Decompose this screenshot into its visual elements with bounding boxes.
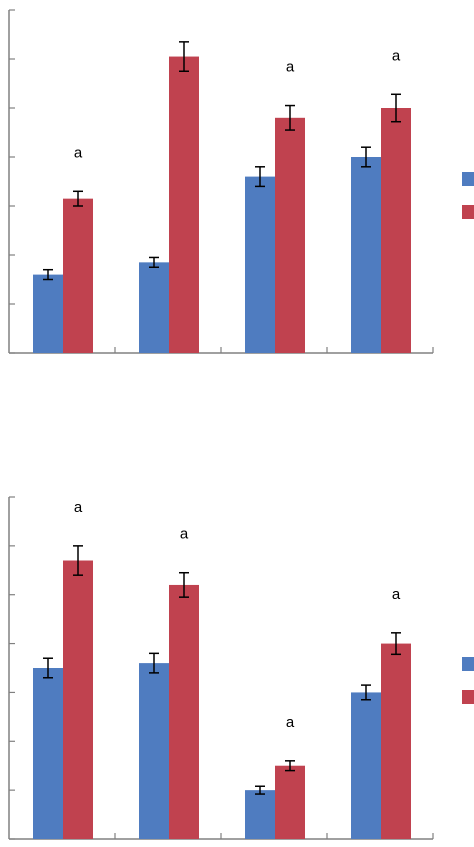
bar [275,765,305,839]
legend-swatch [462,690,474,704]
bar [63,198,93,353]
bar [33,274,63,353]
bar [245,790,275,839]
bar [33,668,63,839]
bar [381,108,411,353]
bar [351,157,381,353]
bar [169,56,199,354]
bar [381,643,411,839]
significance-label: a [286,714,295,731]
significance-label: a [180,526,189,543]
legend-swatch [462,657,474,671]
bar [275,117,305,353]
bar [169,584,199,839]
significance-label: a [286,59,295,76]
significance-label: a [392,586,401,603]
chart-top: a a a [8,9,474,354]
significance-label: a [74,499,83,516]
bar [139,262,169,353]
significance-label: a [392,47,401,64]
chart-bottom: a a a a [8,496,474,840]
bar [63,560,93,839]
significance-label: a [74,144,83,161]
legend-swatch [462,205,474,219]
bar [139,663,169,839]
legend-swatch [462,172,474,186]
bar [351,692,381,839]
bar [245,176,275,353]
